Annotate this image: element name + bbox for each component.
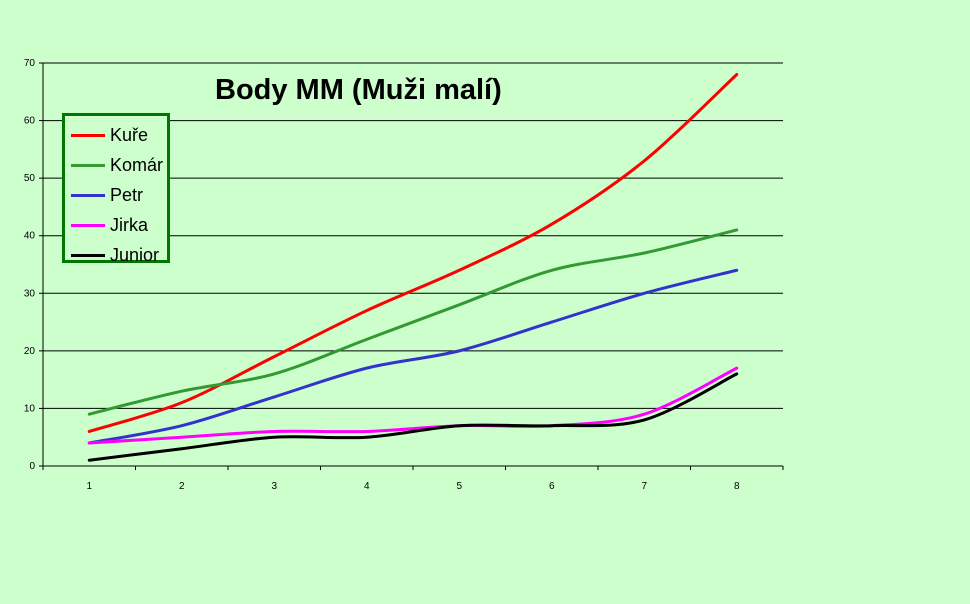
legend: Kuře Komár Petr Jirka Junior [62, 113, 170, 265]
x-tick-label: 8 [734, 481, 740, 492]
series-line-0 [87, 73, 739, 433]
x-tick-label: 6 [549, 481, 555, 492]
legend-item-junior: Junior [65, 240, 167, 270]
y-tick-label: 40 [24, 231, 36, 242]
x-tick-label: 3 [271, 481, 277, 492]
y-tick-label: 10 [24, 403, 36, 414]
y-tick-label: 30 [24, 288, 36, 299]
y-tick-label: 0 [29, 461, 35, 472]
chart-title: Body MM (Muži malí) [215, 74, 502, 106]
series-line-3 [87, 366, 739, 445]
legend-label-jirka: Jirka [110, 214, 149, 235]
x-tick-label: 4 [364, 481, 370, 492]
x-tick-label: 7 [641, 481, 647, 492]
series-line-1 [87, 228, 739, 416]
legend-swatch-jirka [71, 223, 105, 227]
legend-item-petr: Petr [65, 180, 167, 210]
legend-item-jirka: Jirka [65, 210, 167, 240]
legend-swatch-komar [71, 163, 105, 167]
legend-label-petr: Petr [110, 184, 144, 205]
legend-swatch-junior [71, 253, 105, 257]
y-tick-label: 70 [24, 58, 36, 69]
y-tick-label: 20 [24, 346, 36, 357]
legend-label-komar: Komár [110, 154, 164, 175]
y-tick-label: 50 [24, 173, 36, 184]
x-tick-label: 1 [86, 481, 92, 492]
x-tick-label: 5 [456, 481, 462, 492]
series-line-4 [87, 372, 739, 462]
series-line-2 [87, 268, 739, 445]
y-tick-label: 60 [24, 116, 36, 127]
legend-swatch-kure [71, 133, 105, 137]
legend-label-kure: Kuře [110, 124, 149, 145]
legend-item-kure: Kuře [65, 120, 167, 150]
x-tick-label: 2 [179, 481, 185, 492]
legend-item-komar: Komár [65, 150, 167, 180]
legend-swatch-petr [71, 193, 105, 197]
legend-label-junior: Junior [110, 244, 160, 265]
